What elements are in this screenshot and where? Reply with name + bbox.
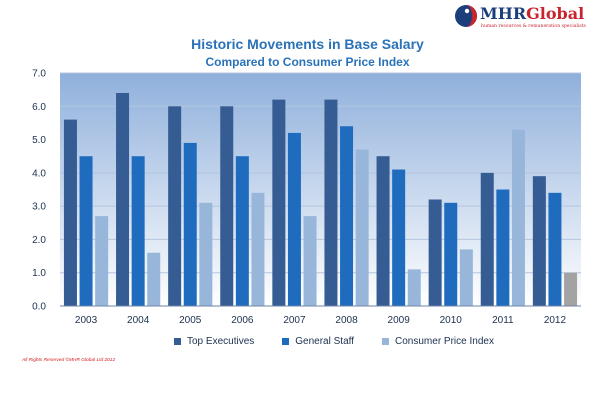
legend-label: General Staff [295,336,355,347]
y-tick-label: 6.0 [32,102,46,113]
bar-general-staff-2009 [392,169,406,306]
x-tick-label: 2005 [179,315,202,326]
bar-general-staff-2007 [287,132,301,306]
bar-general-staff-2011 [496,189,510,306]
x-tick-label: 2011 [492,315,514,326]
y-tick-label: 0.0 [32,302,46,313]
x-tick-label: 2004 [127,315,150,326]
bar-consumer-price-index-2009 [407,269,421,306]
legend-label: Consumer Price Index [395,336,494,347]
bar-top-executives-2004 [116,92,130,306]
x-tick-label: 2009 [388,315,411,326]
brand-name-part1: MHR [480,4,527,23]
y-tick-label: 3.0 [32,202,46,213]
bar-top-executives-2009 [376,156,390,306]
legend-item-consumer-price-index: Consumer Price Index [382,336,494,347]
bar-top-executives-2006 [220,106,234,307]
chart-title: Historic Movements in Base Salary [191,36,424,52]
brand-logo: MHRGlobal human resources & remuneration… [454,4,604,32]
chart-legend: Top Executives General Staff Consumer Pr… [174,336,494,347]
legend-swatch [382,338,390,345]
bar-top-executives-2003 [63,119,77,306]
bar-general-staff-2003 [79,156,93,306]
brand-name-part2: Global [526,4,585,23]
bar-consumer-price-index-2004 [147,252,161,306]
x-tick-label: 2003 [75,315,98,326]
bar-consumer-price-index-2006 [251,192,265,306]
bar-consumer-price-index-2010 [459,249,473,306]
x-tick-label: 2008 [335,315,358,326]
y-tick-label: 1.0 [32,268,46,279]
x-tick-label: 2007 [283,315,306,326]
y-tick-label: 2.0 [32,235,46,246]
bar-general-staff-2010 [444,202,458,306]
copyright-notice: All Rights Reserved ©MHR Global Ltd 2012 [22,358,116,363]
x-tick-label: 2010 [440,315,463,326]
logo-mark-icon [455,5,477,27]
y-tick-label: 4.0 [32,168,46,179]
chart-subtitle: Compared to Consumer Price Index [205,55,410,69]
plot-area [60,73,581,306]
bar-general-staff-2012 [548,192,562,306]
bar-top-executives-2008 [324,99,338,306]
legend-item-general-staff: General Staff [282,336,354,347]
bar-consumer-price-index-2005 [199,202,213,306]
brand-tagline: human resources & remuneration specialis… [481,24,586,29]
legend-swatch [282,338,290,345]
legend-swatch [174,338,181,345]
bar-consumer-price-index-2008 [355,149,369,306]
bar-top-executives-2007 [272,99,286,306]
legend-item-top-executives: Top Executives [174,336,254,347]
bar-consumer-price-index-2007 [303,216,317,306]
bar-general-staff-2006 [235,156,249,306]
bar-consumer-price-index-2003 [95,216,109,306]
bar-consumer-price-index-2011 [511,129,525,306]
legend-label: Top Executives [187,336,255,347]
bar-general-staff-2005 [183,142,197,306]
bar-general-staff-2004 [131,156,145,306]
bar-general-staff-2008 [340,126,354,306]
bar-top-executives-2012 [532,176,546,306]
x-tick-label: 2006 [231,315,254,326]
bar-top-executives-2010 [428,199,442,306]
bar-top-executives-2011 [480,172,494,306]
bar-top-executives-2005 [168,106,182,307]
y-tick-label: 7.0 [32,69,46,80]
brand-name: MHRGlobal [480,4,584,23]
y-tick-label: 5.0 [32,135,46,146]
bar-consumer-price-index-2012 [564,272,578,306]
x-tick-label: 2012 [544,315,567,326]
